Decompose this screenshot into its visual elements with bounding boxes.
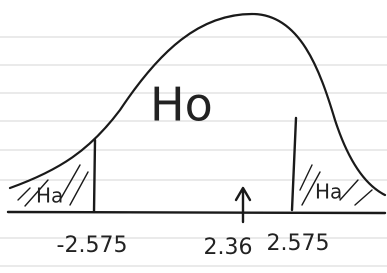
alt-region-label: Ha xyxy=(36,184,63,208)
sketch: Ho Ha Ha -2.575 2.36 2.575 xyxy=(0,0,387,273)
critical-value-label: -2.575 xyxy=(57,233,128,258)
test-statistic-label: 2.36 xyxy=(204,235,253,260)
baseline xyxy=(8,212,385,213)
critical-line-right xyxy=(292,118,296,210)
critical-line-left xyxy=(94,140,95,212)
null-hypothesis-label: Ho xyxy=(150,78,213,132)
test-statistic-arrow xyxy=(236,188,250,222)
critical-value-label: 2.575 xyxy=(267,231,330,256)
alt-region-label: Ha xyxy=(315,180,342,204)
